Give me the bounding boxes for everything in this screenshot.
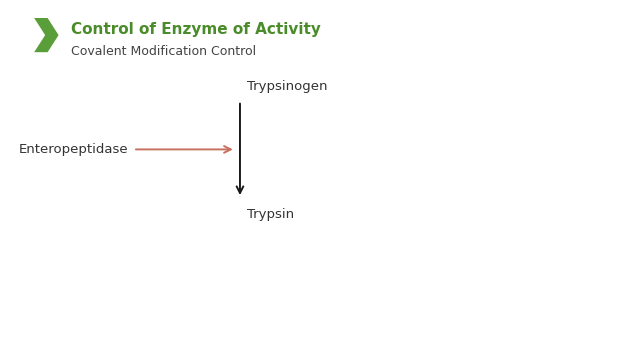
Text: Covalent Modification Control: Covalent Modification Control — [71, 45, 256, 58]
Text: Enteropeptidase: Enteropeptidase — [19, 143, 128, 156]
Text: Control of Enzyme of Activity: Control of Enzyme of Activity — [71, 22, 321, 37]
Text: Trypsin: Trypsin — [247, 208, 294, 221]
Polygon shape — [34, 18, 59, 52]
Text: Trypsinogen: Trypsinogen — [247, 80, 328, 93]
